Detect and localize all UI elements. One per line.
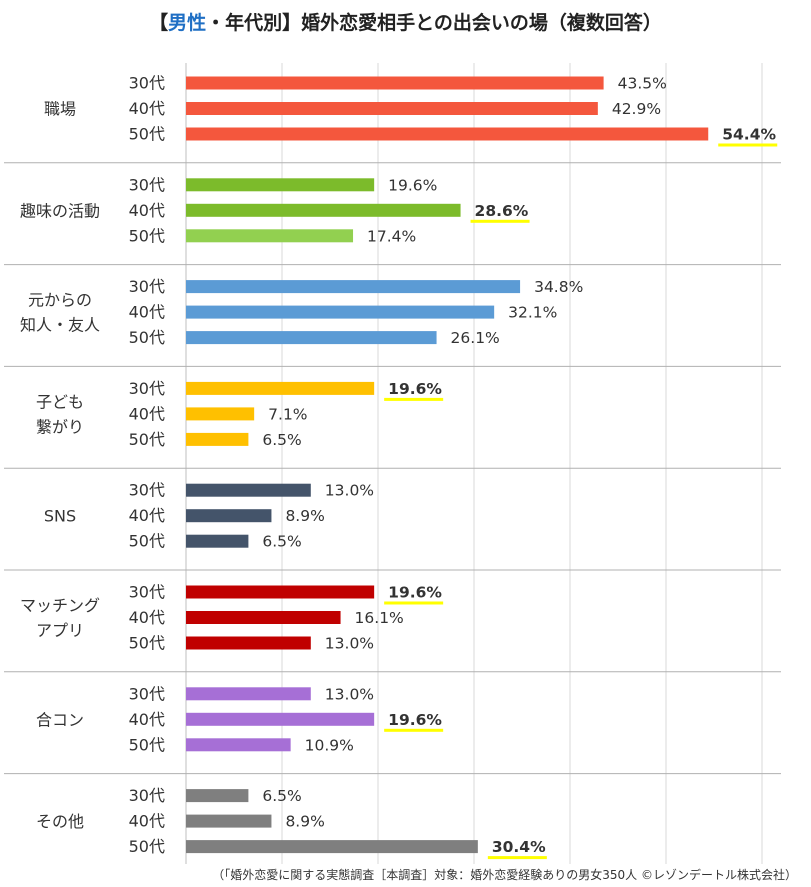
age-label: 50代 <box>129 735 165 754</box>
bar <box>186 840 478 854</box>
bar <box>186 203 461 217</box>
bar <box>186 305 495 319</box>
value-label: 6.5% <box>262 787 301 805</box>
category-label: 知人・友人 <box>20 316 100 335</box>
age-label: 30代 <box>129 175 165 194</box>
highlight-underline <box>718 143 778 147</box>
category-label: SNS <box>44 507 76 526</box>
value-label: 54.4% <box>722 126 776 144</box>
age-label: 50代 <box>129 226 165 245</box>
value-label: 19.6% <box>388 711 442 729</box>
title-prefix: 【 <box>149 12 169 34</box>
bar <box>186 585 375 599</box>
age-label: 40代 <box>129 404 165 423</box>
bar <box>186 331 437 345</box>
value-label: 6.5% <box>262 431 301 449</box>
age-label: 50代 <box>129 328 165 347</box>
value-label: 42.9% <box>612 100 661 118</box>
age-label: 30代 <box>129 379 165 398</box>
age-label: 40代 <box>129 608 165 627</box>
category-label: 繋がり <box>36 417 84 436</box>
value-label: 26.1% <box>451 329 500 347</box>
value-label: 13.0% <box>325 635 374 653</box>
title-rest: ・年代別】婚外恋愛相手との出会いの場（複数回答） <box>206 12 662 34</box>
age-label: 50代 <box>129 532 165 551</box>
age-label: 30代 <box>129 583 165 602</box>
value-label: 19.6% <box>388 176 437 194</box>
bar <box>186 712 375 726</box>
value-label: 13.0% <box>325 685 374 703</box>
age-label: 40代 <box>129 812 165 831</box>
category-label: 元からの <box>28 291 92 310</box>
age-label: 40代 <box>129 710 165 729</box>
value-label: 8.9% <box>285 813 324 831</box>
value-label: 28.6% <box>475 202 529 220</box>
bar <box>186 229 354 243</box>
category-label: アプリ <box>36 621 84 640</box>
age-label: 30代 <box>129 786 165 805</box>
bar <box>186 127 709 141</box>
age-label: 50代 <box>129 634 165 653</box>
bar <box>186 178 375 192</box>
bar <box>186 381 375 395</box>
value-label: 19.6% <box>388 380 442 398</box>
category-label: 子ども <box>36 392 84 411</box>
value-label: 10.9% <box>305 736 354 754</box>
value-label: 43.5% <box>618 75 667 93</box>
bar <box>186 509 272 523</box>
bar <box>186 483 311 497</box>
highlight-underline <box>384 601 444 605</box>
age-label: 30代 <box>129 277 165 296</box>
age-label: 50代 <box>129 125 165 144</box>
bar <box>186 611 341 624</box>
value-label: 30.4% <box>492 838 546 856</box>
age-label: 40代 <box>129 506 165 525</box>
category-label: 職場 <box>44 100 76 119</box>
value-label: 16.1% <box>355 609 404 627</box>
value-label: 32.1% <box>508 304 557 322</box>
value-label: 8.9% <box>285 507 324 525</box>
bar <box>186 432 249 446</box>
age-label: 30代 <box>129 74 165 93</box>
footnote: （「婚外恋愛に関する実態調査［本調査］対象：婚外恋愛経験ありの男女350人 ©レ… <box>212 868 797 882</box>
category-label: マッチング <box>20 596 100 615</box>
value-label: 6.5% <box>262 533 301 551</box>
highlight-underline <box>470 219 530 223</box>
bar <box>186 102 598 115</box>
bar <box>186 407 255 421</box>
age-label: 50代 <box>129 430 165 449</box>
value-label: 7.1% <box>268 405 307 423</box>
age-label: 30代 <box>129 481 165 500</box>
category-label: 趣味の活動 <box>20 201 100 220</box>
bar <box>186 814 272 828</box>
title-accent: 男性 <box>168 12 207 34</box>
bar <box>186 280 521 294</box>
bar <box>186 76 604 90</box>
age-label: 30代 <box>129 684 165 703</box>
age-label: 40代 <box>129 99 165 118</box>
bar <box>186 687 311 701</box>
bar <box>186 789 249 803</box>
chart-title: 【男性・年代別】婚外恋愛相手との出会いの場（複数回答） <box>0 8 811 35</box>
highlight-underline <box>384 397 444 401</box>
category-label: その他 <box>36 812 84 831</box>
highlight-underline <box>384 728 444 732</box>
age-label: 50代 <box>129 837 165 856</box>
age-label: 40代 <box>129 303 165 322</box>
category-label: 合コン <box>36 710 84 729</box>
value-label: 19.6% <box>388 584 442 602</box>
bar <box>186 738 291 752</box>
age-label: 40代 <box>129 201 165 220</box>
value-label: 34.8% <box>534 278 583 296</box>
bar <box>186 534 249 548</box>
highlight-underline <box>487 856 547 860</box>
bar <box>186 636 311 650</box>
value-label: 17.4% <box>367 227 416 245</box>
value-label: 13.0% <box>325 482 374 500</box>
